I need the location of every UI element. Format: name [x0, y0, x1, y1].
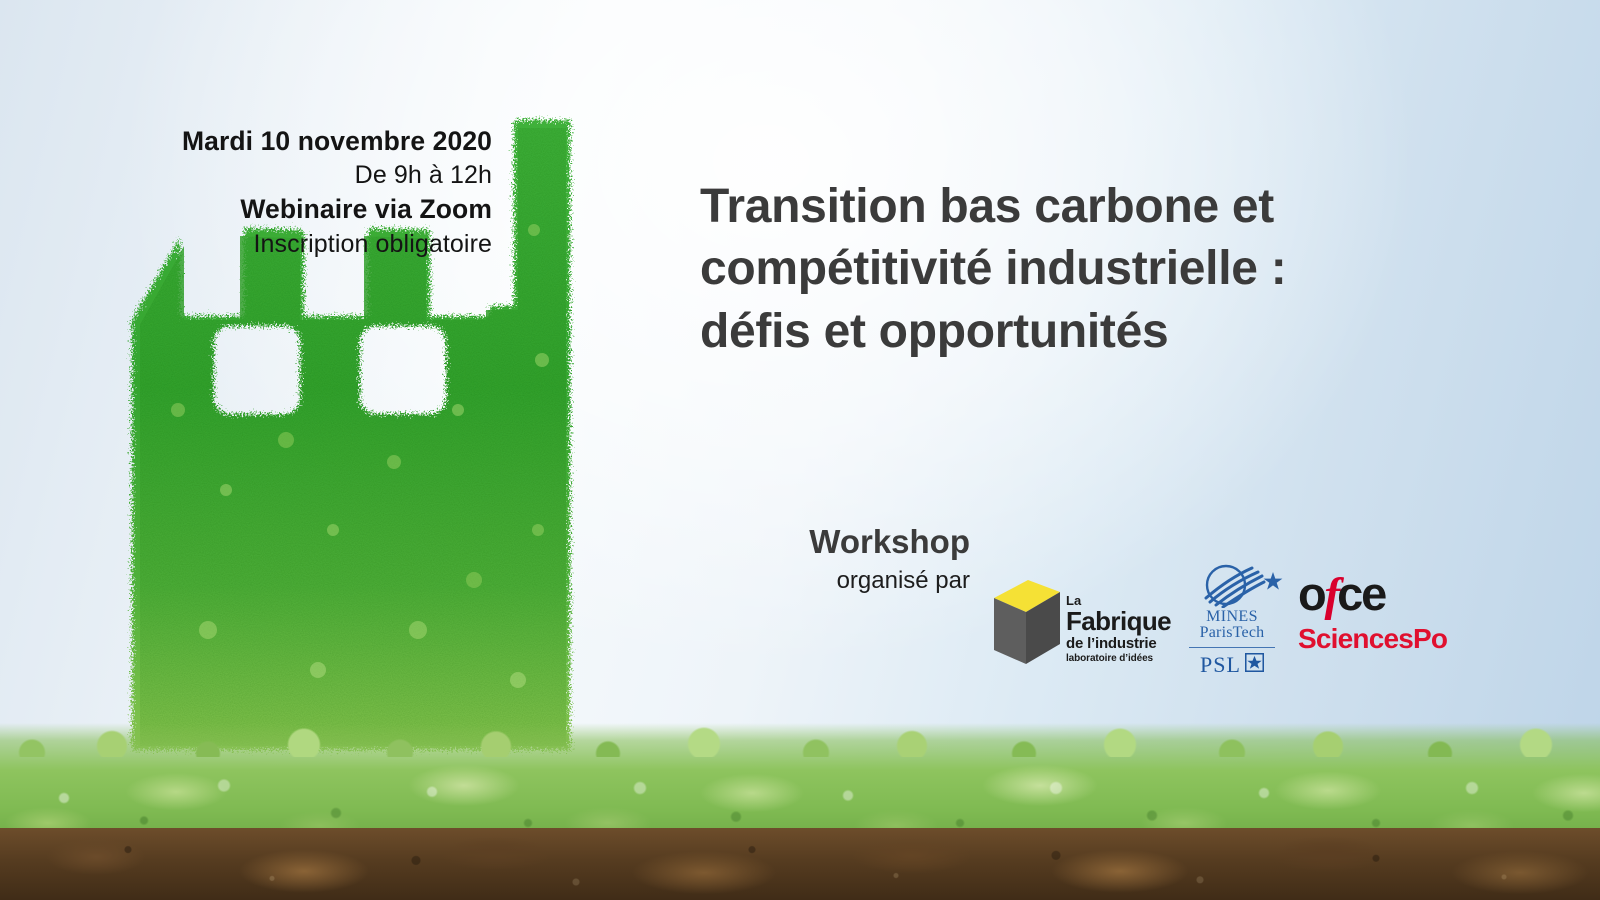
mines-emblem-icon [1178, 562, 1286, 609]
organizer-logos: La Fabrique de l’industrie laboratoire d… [988, 562, 1458, 684]
title-line-2: compétitivité industrielle : [700, 242, 1287, 296]
logo-mines-paristech-psl[interactable]: MINES ParisTech PSL [1178, 562, 1286, 682]
ofce-letters-ce: ce [1337, 567, 1387, 620]
mines-line-1: MINES [1206, 608, 1258, 625]
logo-ofce-sciencespo[interactable]: ofce SciencesPo [1298, 570, 1458, 678]
moss-texture [0, 723, 1600, 848]
ofce-letter-o: o [1298, 567, 1327, 620]
title-line-1: Transition bas carbone et [700, 180, 1274, 233]
event-format: Webinaire via Zoom [240, 194, 492, 225]
workshop-heading: Workshop [809, 523, 970, 560]
mines-line-2: ParisTech [1199, 624, 1265, 642]
psl-wordmark: PSL [1200, 652, 1241, 678]
event-date: Mardi 10 novembre 2020 [181, 126, 492, 156]
poster-title: Transition bas carbone et compétitivité … [700, 176, 1400, 363]
moss-factory-illustration [118, 110, 788, 760]
la-fabrique-wordmark: La Fabrique de l’industrie laboratoire d… [1066, 593, 1172, 664]
ground-moss-band [0, 713, 1600, 848]
soil-layer [0, 828, 1600, 900]
workshop-subheading: organisé par [836, 566, 970, 594]
fabrique-industrie: de l’industrie [1066, 635, 1157, 652]
ofce-letter-f: f [1324, 569, 1341, 621]
mines-wordmark: MINES ParisTech [1178, 608, 1286, 642]
moss-fringe [0, 713, 1600, 757]
psl-lockup: PSL [1178, 652, 1286, 678]
event-registration: Inscription obligatoire [253, 229, 492, 258]
fabrique-la: La [1066, 593, 1082, 608]
event-details: Mardi 10 novembre 2020 De 9h à 12h Webin… [100, 124, 492, 261]
title-line-3: défis et opportunités [700, 304, 1169, 358]
logo-la-fabrique-de-lindustrie[interactable]: La Fabrique de l’industrie laboratoire d… [988, 568, 1172, 678]
ground [0, 713, 1600, 900]
workshop-block: Workshop organisé par [700, 523, 970, 595]
sciencespo-wordmark: SciencesPo [1298, 623, 1448, 654]
soil-texture [0, 828, 1600, 900]
cube-icon [994, 580, 1060, 664]
psl-star-icon [1244, 653, 1264, 677]
event-time: De 9h à 12h [354, 161, 492, 190]
ofce-wordmark: ofce [1298, 570, 1458, 619]
fabrique-main: Fabrique [1066, 606, 1172, 636]
logo-divider [1189, 646, 1275, 649]
fabrique-tagline: laboratoire d’idées [1066, 653, 1154, 664]
